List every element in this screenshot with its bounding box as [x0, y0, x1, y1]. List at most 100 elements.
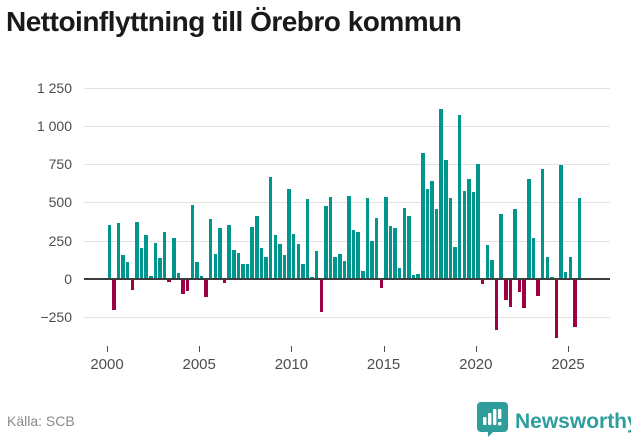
y-axis-label-250: 250 — [48, 232, 72, 249]
bar-2000-q85 — [499, 213, 503, 279]
bar-2000-q39 — [287, 188, 291, 279]
bar-2000-q29 — [241, 264, 245, 279]
bar-2000-q91 — [527, 178, 531, 279]
bar-2000-q53 — [351, 230, 356, 279]
bar-2000-q67 — [416, 274, 420, 279]
bar-2000-q72 — [439, 108, 443, 279]
bar-2000-q68 — [421, 153, 425, 279]
x-axis-label-2005: 2005 — [182, 356, 216, 373]
bar-2000-q73 — [444, 160, 448, 279]
bar-2000-q86 — [504, 279, 508, 301]
bar-2000-q44 — [310, 276, 314, 279]
bar-2000-q26 — [227, 225, 231, 279]
y-axis-label-1000: 1 000 — [36, 117, 72, 134]
x-axis-label-2020: 2020 — [459, 356, 493, 373]
bar-2000-q16 — [181, 279, 185, 294]
bar-2000-q32 — [255, 216, 259, 279]
bar-2000-q94 — [540, 169, 545, 279]
bar-2000-q15 — [176, 272, 181, 279]
bar-2000-q18 — [190, 204, 195, 279]
x-axis-tick-2005 — [199, 346, 201, 352]
bar-2000-q1 — [112, 279, 116, 311]
bar-2000-q35 — [268, 177, 273, 279]
chart-title: Nettoinflyttning till Örebro kommun — [6, 6, 462, 37]
bar-2000-q75 — [453, 246, 457, 279]
x-axis-tick-2010 — [291, 346, 293, 352]
bar-2000-q12 — [162, 231, 167, 279]
x-axis-tick-2025 — [568, 346, 569, 352]
bar-2000-q37 — [278, 243, 282, 279]
bar-2000-q8 — [144, 234, 148, 279]
bar-2000-q34 — [264, 256, 268, 279]
bar-2000-q4 — [125, 262, 130, 279]
bar-2000-q7 — [139, 247, 144, 279]
gridline-500 — [84, 202, 610, 204]
x-axis-label-2010: 2010 — [274, 356, 309, 373]
bar-2000-q6 — [135, 222, 139, 279]
bar-2000-q24 — [218, 228, 222, 279]
bar-2000-q47 — [324, 205, 328, 279]
bar-2000-q63 — [397, 268, 402, 279]
bar-2000-q20 — [199, 275, 204, 279]
bar-2000-q42 — [301, 263, 305, 279]
bar-2000-q71 — [434, 208, 439, 279]
x-axis-tick-2000 — [107, 346, 108, 352]
x-axis-tick-2015 — [383, 346, 385, 352]
bar-2000-q49 — [333, 256, 337, 279]
y-axis-label-1250: 1 250 — [36, 79, 72, 96]
bar-2000-q43 — [305, 198, 310, 279]
bar-2000-q64 — [402, 207, 407, 279]
bar-2000-q23 — [213, 253, 218, 279]
bar-2000-q96 — [550, 276, 554, 279]
bar-2000-q48 — [328, 197, 333, 279]
bar-2000-q80 — [476, 164, 480, 279]
bar-2000-q25 — [222, 279, 227, 283]
bar-2000-q78 — [467, 179, 471, 279]
bar-2000-q69 — [425, 189, 430, 279]
bar-2000-q102 — [577, 197, 582, 279]
gridline--250 — [84, 317, 610, 319]
bar-2000-q38 — [282, 255, 287, 279]
bar-2000-q51 — [342, 261, 347, 279]
bar-2000-q0 — [107, 225, 112, 279]
bar-2000-q98 — [559, 165, 563, 279]
bar-2000-q55 — [361, 271, 365, 279]
x-axis-label-2025: 2025 — [551, 356, 585, 373]
y-axis-label-500: 500 — [48, 194, 72, 211]
bar-2000-q36 — [273, 235, 278, 279]
bar-2000-q9 — [149, 275, 153, 279]
bar-2000-q22 — [208, 218, 213, 279]
zero-axis-line — [84, 278, 610, 280]
bar-2000-q87 — [508, 279, 513, 308]
bar-2000-q5 — [130, 279, 135, 290]
bar-2000-q31 — [250, 226, 254, 279]
bar-2000-q61 — [388, 226, 393, 279]
bar-2000-q13 — [167, 279, 171, 283]
newsworthy-wordmark: Newsworthy — [515, 410, 631, 433]
bar-2000-q50 — [338, 253, 342, 279]
bar-2000-q95 — [545, 256, 550, 279]
bar-2000-q30 — [245, 264, 250, 279]
bar-2000-q76 — [457, 115, 462, 279]
bar-2000-q62 — [393, 227, 397, 279]
gridline-1250 — [84, 87, 610, 89]
bar-2000-q97 — [554, 279, 559, 339]
bar-2000-q19 — [195, 262, 199, 279]
x-axis-label-2015: 2015 — [366, 356, 401, 373]
bar-2000-q79 — [471, 191, 476, 279]
bar-2000-q84 — [494, 279, 499, 330]
newsworthy-logo: Newsworthy — [477, 402, 631, 442]
bar-2000-q17 — [185, 279, 190, 291]
bar-2000-q46 — [319, 279, 324, 312]
bar-2000-q101 — [573, 279, 577, 327]
x-axis-tick-2020 — [475, 346, 477, 352]
bar-2000-q90 — [522, 279, 526, 309]
bar-2000-q93 — [536, 279, 540, 296]
newsworthy-badge-icon — [477, 402, 508, 442]
gridline-1000 — [84, 125, 610, 127]
bar-2000-q88 — [513, 208, 517, 279]
gridline-750 — [84, 164, 610, 166]
bar-2000-q41 — [296, 243, 301, 279]
gridline-250 — [84, 240, 610, 242]
x-axis-label-2000: 2000 — [90, 356, 124, 373]
